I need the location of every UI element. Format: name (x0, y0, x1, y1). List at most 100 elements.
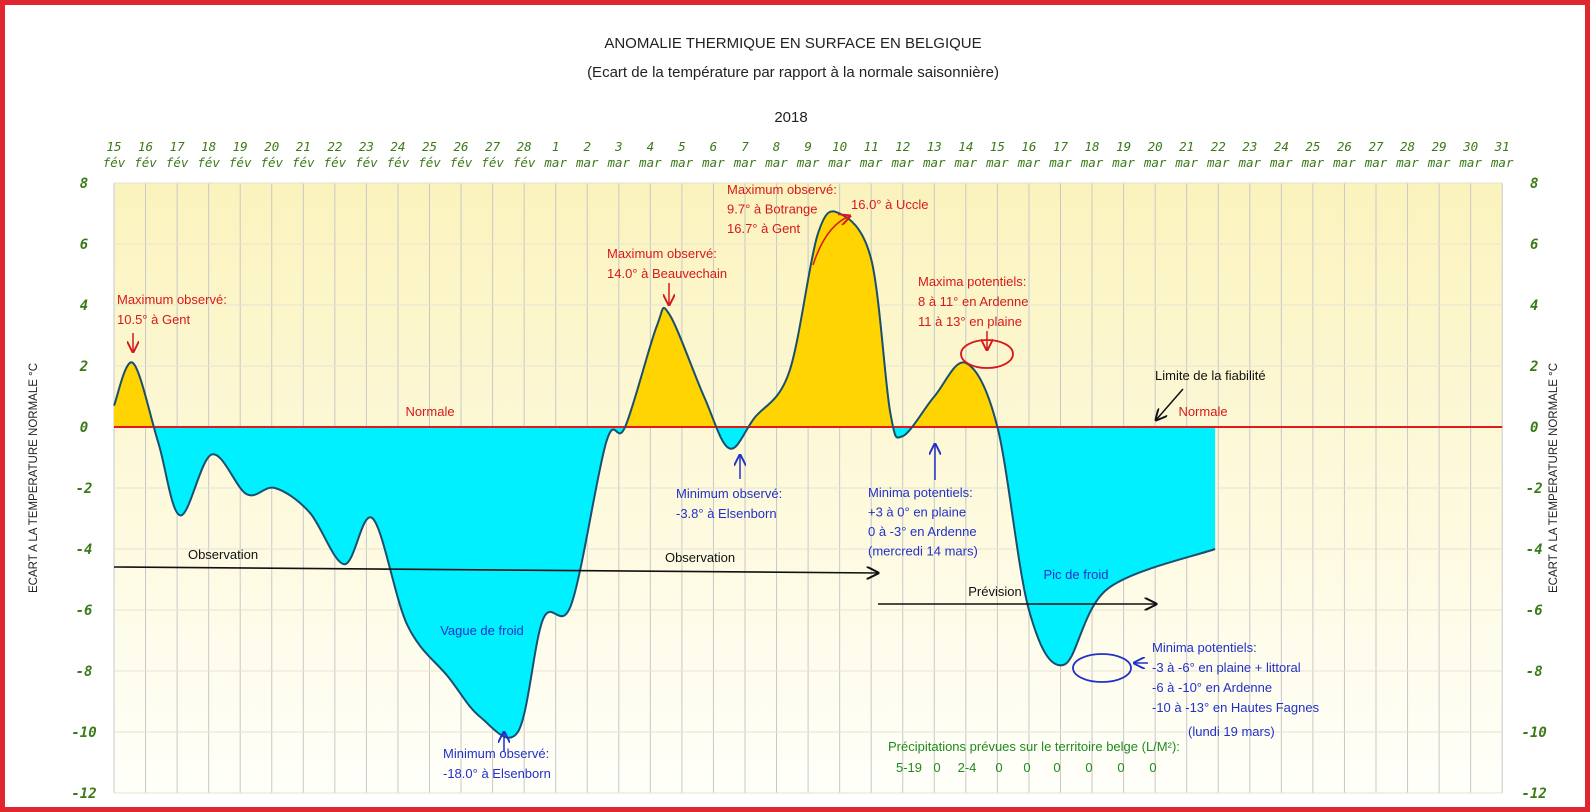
normal-label-right: Normale (1178, 404, 1227, 419)
chart-title: ANOMALIE THERMIQUE EN SURFACE EN BELGIQU… (604, 35, 981, 52)
arrow-limite-fiabilite (1156, 388, 1184, 420)
circle-minima-19mar (1072, 653, 1132, 683)
annotations: Maximum observé: 10.5° à Gent Maximum obse… (113, 182, 1320, 781)
x-tick-day: 4 (647, 139, 655, 154)
y-tick-left: -4 (76, 542, 93, 558)
circle-maxima-potentiels (960, 339, 1014, 369)
x-tick-month: mar (701, 155, 725, 170)
x-tick-day: 16 (138, 139, 153, 154)
y-tick-right: -2 (1526, 481, 1543, 497)
x-tick-month: mar (543, 155, 567, 170)
arrow-observation (113, 566, 878, 573)
annotation-minima-19mar: -3 à -6° en plaine + littoral (1152, 660, 1301, 675)
y-tick-left: -2 (76, 481, 93, 497)
y-tick-left: -12 (71, 786, 96, 802)
x-tick-day: 6 (710, 139, 718, 154)
x-tick-day: 18 (1085, 139, 1100, 154)
x-tick-month: mar (1490, 155, 1514, 170)
x-tick-day: 29 (1432, 139, 1447, 154)
x-tick-day: 12 (895, 139, 910, 154)
x-tick-day: 22 (1211, 139, 1226, 154)
x-tick-day: 19 (1116, 139, 1131, 154)
x-tick-month: mar (1174, 155, 1198, 170)
x-tick-month: mar (1458, 155, 1482, 170)
x-tick-month: fév (197, 155, 220, 170)
annotation-min-8mar: -3.8° à Elsenborn (676, 506, 777, 521)
annotation-max-uccle: 16.0° à Uccle (851, 197, 928, 212)
x-tick-month: mar (638, 155, 662, 170)
y-tick-right: -10 (1522, 725, 1547, 741)
x-tick-day: 20 (264, 139, 279, 154)
annotation-minima-14mar: Minima potentiels: (868, 485, 973, 500)
x-tick-day: 19 (233, 139, 248, 154)
arrow-max-11mar (812, 216, 850, 266)
x-tick-month: mar (1143, 155, 1167, 170)
x-tick-day: 5 (678, 139, 686, 154)
x-tick-month: mar (859, 155, 883, 170)
x-tick-month: mar (1048, 155, 1072, 170)
annotation-minima-14mar: 0 à -3° en Ardenne (868, 524, 977, 539)
x-tick-month: mar (954, 155, 978, 170)
precip-value: 0 (1023, 760, 1030, 775)
x-tick-month: fév (513, 155, 536, 170)
x-tick-day: 31 (1494, 139, 1510, 154)
x-tick-month: mar (890, 155, 914, 170)
x-tick-day: 28 (1400, 139, 1415, 154)
annotation-minima-14mar: +3 à 0° en plaine (868, 505, 966, 520)
y-axis-right-ticks: 8 6 4 2 0 -2 -4 -6 -8 -10 -12 (1522, 176, 1547, 802)
x-tick-month: fév (166, 155, 189, 170)
x-tick-day: 24 (1274, 139, 1289, 154)
y-tick-left: -8 (76, 664, 93, 680)
x-tick-day: 11 (864, 139, 879, 154)
annotation-limite-fiabilite: Limite de la fiabilité (1155, 368, 1266, 383)
x-tick-day: 23 (359, 139, 374, 154)
x-tick-month: mar (1238, 155, 1262, 170)
annotation-observation-2: Observation (665, 550, 735, 565)
x-tick-month: fév (387, 155, 410, 170)
y-tick-left: 0 (80, 420, 88, 436)
annotation-minima-19mar-date: (lundi 19 mars) (1188, 724, 1275, 739)
x-tick-day: 7 (741, 139, 749, 154)
x-tick-month: mar (733, 155, 757, 170)
annotation-pic-de-froid: Pic de froid (1043, 567, 1108, 582)
y-axis-label-right: ECART A LA TEMPERATURE NORMALE °C (1548, 363, 1560, 593)
normal-label-left: Normale (405, 404, 454, 419)
x-tick-month: mar (1395, 155, 1419, 170)
x-tick-month: mar (607, 155, 631, 170)
x-tick-month: fév (103, 155, 126, 170)
annotation-max-11mar: Maximum observé: (727, 182, 837, 197)
y-tick-left: 6 (80, 237, 88, 253)
x-tick-month: fév (229, 155, 252, 170)
x-tick-month: mar (1427, 155, 1451, 170)
x-tick-month: fév (324, 155, 347, 170)
x-tick-month: fév (260, 155, 283, 170)
x-tick-month: fév (418, 155, 441, 170)
precip-value: 0 (1053, 760, 1060, 775)
x-tick-day: 18 (201, 139, 216, 154)
x-tick-day: 27 (1368, 139, 1384, 154)
x-tick-month: fév (450, 155, 473, 170)
annotation-maxima-potentiels: 8 à 11° en Ardenne (918, 294, 1029, 309)
y-tick-right: 2 (1529, 359, 1538, 375)
precip-value: 0 (1149, 760, 1156, 775)
area-above-normal (114, 211, 1216, 427)
annotation-prevision: Prévision (968, 584, 1021, 599)
y-axis-left-ticks: 8 6 4 2 0 -2 -4 -6 -8 -10 -12 (71, 176, 96, 802)
anomaly-curve (113, 210, 1216, 739)
x-tick-day: 14 (958, 139, 973, 154)
annotation-maxima-potentiels: 11 à 13° en plaine (918, 314, 1022, 329)
x-tick-month: mar (1269, 155, 1293, 170)
x-tick-month: mar (922, 155, 946, 170)
x-tick-day: 10 (832, 139, 847, 154)
x-tick-day: 21 (296, 139, 311, 154)
annotation-max-16fev: 10.5° à Gent (117, 312, 191, 327)
y-tick-right: 8 (1530, 176, 1538, 192)
annotation-minima-19mar: -6 à -10° en Ardenne (1152, 680, 1272, 695)
annotation-min-28fev: -18.0° à Elsenborn (443, 766, 551, 781)
x-tick-day: 24 (390, 139, 405, 154)
x-tick-month: fév (292, 155, 315, 170)
x-tick-month: mar (1332, 155, 1356, 170)
x-tick-day: 26 (454, 139, 469, 154)
annotation-min-28fev: Minimum observé: (443, 746, 549, 761)
